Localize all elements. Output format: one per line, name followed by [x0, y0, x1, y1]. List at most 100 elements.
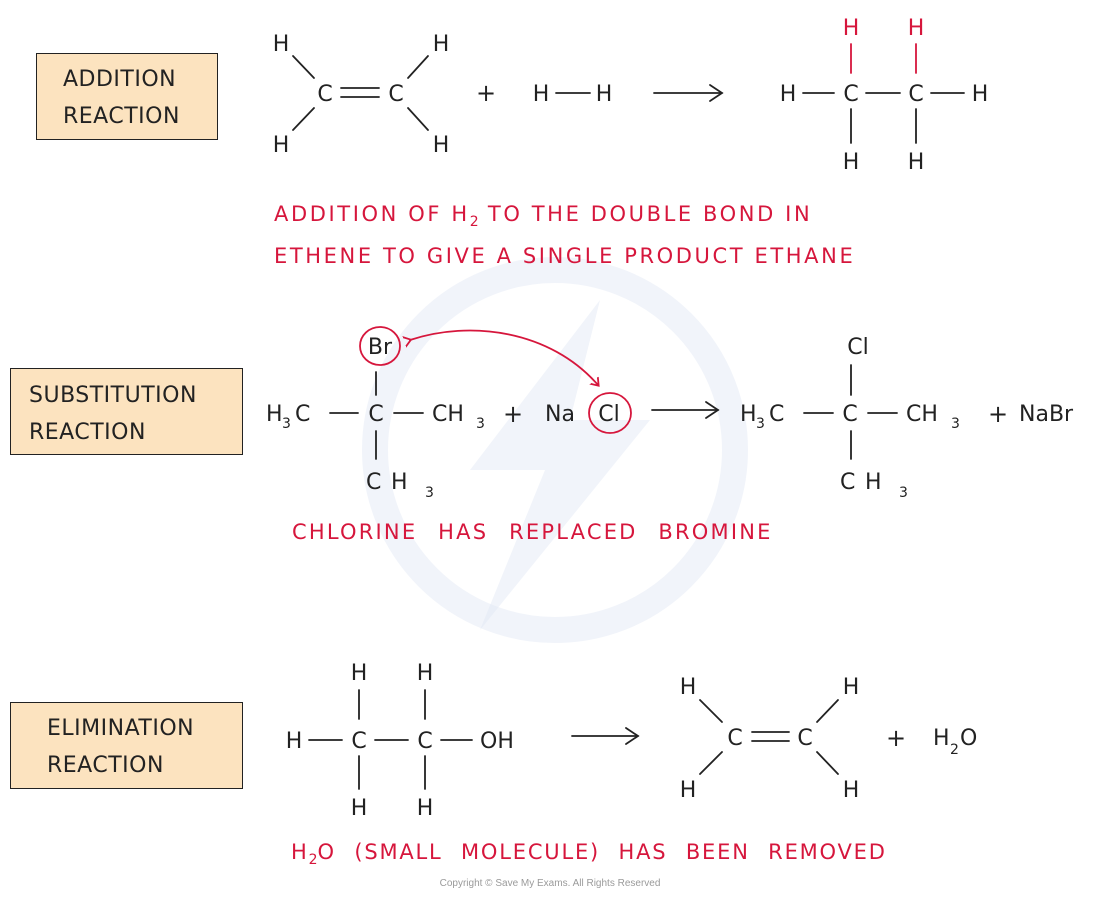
substitution-plus-2: +: [988, 400, 1008, 428]
elimination-note: H2O (SMALL MOLECULE) HAS BEEN REMOVED: [291, 840, 887, 868]
elimination-arrow: [571, 727, 640, 745]
product-central-c: C: [842, 402, 857, 427]
nacl-cl: Cl: [598, 402, 619, 427]
bromo-reactant-bonds: [329, 371, 424, 460]
ethene-product-bonds: [699, 699, 839, 775]
ethanol-h-top-right: H: [417, 661, 434, 686]
reactant-h3c-h: H: [266, 402, 283, 427]
addition-label-line2: REACTION: [63, 104, 180, 129]
elimination-note-a: H: [291, 840, 309, 864]
reactant-br: Br: [368, 335, 393, 360]
addition-label-line1: ADDITION: [63, 67, 177, 92]
ethene-c-left: C: [317, 82, 332, 107]
product-cl: Cl: [847, 335, 868, 360]
ethane-molecule: H C C H H H H H: [780, 16, 989, 175]
ethane-h-top-left-added: H: [843, 16, 860, 41]
addition-note-subscript: 2: [469, 214, 479, 231]
reactant-ch3-sub: 3: [476, 416, 485, 432]
elimination-note-line: H2O (SMALL MOLECULE) HAS BEEN REMOVED: [291, 840, 887, 868]
ethanol-bonds: [308, 689, 473, 790]
ethanol-h-left: H: [286, 729, 303, 754]
water-sub: 2: [950, 742, 959, 758]
reactant-h3c-sub: 3: [282, 416, 291, 432]
elimination-reaction-label: ELIMINATION REACTION: [10, 702, 243, 789]
ethane-c-right: C: [908, 82, 923, 107]
water-h: H: [933, 726, 950, 751]
chloro-product: H 3 C C CH 3 C H 3 Cl: [740, 335, 960, 501]
addition-plus: +: [476, 79, 496, 107]
reactant-central-c: C: [368, 402, 383, 427]
water-o: O: [960, 726, 977, 751]
substitution-note-text: CHLORINE HAS REPLACED BROMINE: [292, 520, 773, 544]
ethene-c-right: C: [388, 82, 403, 107]
br-highlight-circle: [359, 326, 401, 366]
addition-note-line1: ADDITION OF H2 TO THE DOUBLE BOND IN: [274, 197, 855, 239]
substitution-arrow: [651, 401, 720, 419]
reactant-bottom-sub: 3: [425, 485, 434, 501]
addition-note-line1-b: TO THE DOUBLE BOND IN: [478, 202, 813, 226]
ethane-h-left: H: [780, 82, 797, 107]
ethane-bonds: [802, 43, 965, 144]
ethanol-oh: OH: [480, 729, 514, 754]
addition-arrow: [653, 84, 724, 102]
ethene-molecule: H H H H C C: [273, 32, 450, 158]
substitution-label-line2: REACTION: [29, 420, 146, 445]
ethene2-c-left: C: [727, 726, 742, 751]
elimination-label-line2: REACTION: [47, 753, 164, 778]
sodium-chloride: Na Cl: [545, 402, 620, 427]
reactant-bottom-c: C: [366, 470, 381, 495]
ethanol-h-bottom-left: H: [351, 796, 368, 821]
product-bottom-h: H: [865, 470, 882, 495]
bromo-reactant: H 3 C C CH 3 C H 3 Br: [266, 335, 485, 501]
reactant-ch3-ch: CH: [432, 402, 464, 427]
product-h3c-c: C: [769, 402, 784, 427]
reactant-bottom-h: H: [391, 470, 408, 495]
elimination-note-b: O (SMALL MOLECULE) HAS BEEN REMOVED: [317, 840, 887, 864]
ethene-bonds: [292, 55, 429, 131]
product-h3c-h: H: [740, 402, 757, 427]
substitution-reaction-label: SUBSTITUTION REACTION: [10, 368, 243, 455]
addition-reaction-label: ADDITION REACTION: [36, 53, 218, 140]
ethene-h-bottom-left: H: [273, 133, 290, 158]
water-molecule: H 2 O: [933, 726, 977, 758]
substitution-plus-1: +: [503, 400, 523, 428]
ethene2-h-bottom-left: H: [680, 778, 697, 803]
ethane-h-right: H: [972, 82, 989, 107]
ethene2-c-right: C: [797, 726, 812, 751]
ethene-product: H H H H C C: [680, 675, 860, 803]
chloro-product-bonds: [803, 364, 898, 460]
copyright-notice: Copyright © Save My Exams. All Rights Re…: [439, 878, 661, 889]
elimination-label-line1: ELIMINATION: [47, 716, 195, 741]
elimination-plus: +: [886, 724, 906, 752]
reactant-h3c-c: C: [295, 402, 310, 427]
ethane-h-bottom-right: H: [908, 150, 925, 175]
addition-note: ADDITION OF H2 TO THE DOUBLE BOND IN ETH…: [274, 197, 855, 273]
cl-highlight-circle: [588, 392, 632, 434]
ethane-h-top-right-added: H: [908, 16, 925, 41]
ethene2-h-bottom-right: H: [843, 778, 860, 803]
product-ch3-ch: CH: [906, 402, 938, 427]
substitution-label-line1: SUBSTITUTION: [29, 383, 197, 408]
ethene2-h-top-right: H: [843, 675, 860, 700]
ethane-h-bottom-left: H: [843, 150, 860, 175]
product-h3c-sub: 3: [756, 416, 765, 432]
substitution-note: CHLORINE HAS REPLACED BROMINE: [292, 520, 773, 544]
elimination-note-subscript: 2: [308, 852, 318, 869]
ethene-h-top-left: H: [273, 32, 290, 57]
addition-note-line1-a: ADDITION OF H: [274, 202, 470, 226]
ethanol-molecule: H C C OH H H H H: [286, 661, 514, 821]
product-bottom-c: C: [840, 470, 855, 495]
hydrogen-molecule: H H: [533, 82, 613, 107]
ethanol-h-bottom-right: H: [417, 796, 434, 821]
ethene-h-bottom-right: H: [433, 133, 450, 158]
h2-left-h: H: [533, 82, 550, 107]
exchange-arrow: [410, 329, 598, 385]
ethanol-c-right: C: [417, 729, 432, 754]
ethene2-h-top-left: H: [680, 675, 697, 700]
ethanol-c-left: C: [351, 729, 366, 754]
product-bottom-sub: 3: [899, 485, 908, 501]
ethanol-h-top-left: H: [351, 661, 368, 686]
